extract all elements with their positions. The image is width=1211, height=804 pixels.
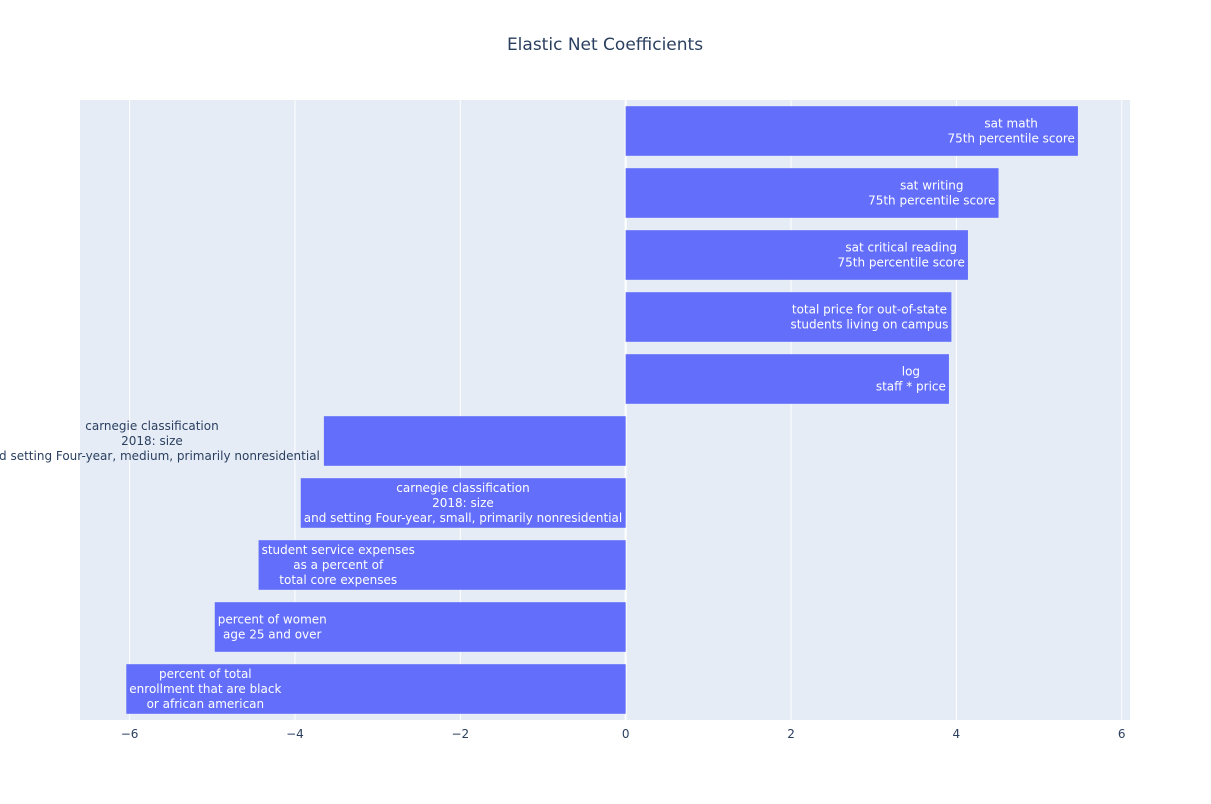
bar-label-line: 2018: size	[432, 496, 494, 510]
bar-label-line: as a percent of	[293, 558, 384, 572]
bar	[625, 292, 952, 342]
bar-label-line: enrollment that are black	[129, 682, 281, 696]
bar	[625, 168, 999, 218]
bar-label-line: percent of women	[218, 613, 327, 627]
bar-label-line: total core expenses	[279, 573, 397, 587]
x-tick-label: −6	[121, 727, 139, 741]
bar-label-line: percent of total	[159, 667, 252, 681]
chart-title: Elastic Net Coefficients	[507, 35, 703, 55]
bar-label-line: carnegie classification	[85, 419, 218, 433]
bar	[300, 478, 626, 528]
x-tick-label: 4	[953, 727, 961, 741]
bar	[126, 664, 626, 714]
x-tick-label: −2	[451, 727, 469, 741]
x-axis-ticks: −6 −4 −2 0 2 4 6	[121, 727, 1126, 741]
bar-label-line: and setting Four-year, medium, primarily…	[0, 449, 320, 463]
bar-label-line: carnegie classification	[396, 481, 529, 495]
x-tick-label: 6	[1118, 727, 1126, 741]
bar-label-line: staff * price	[876, 380, 946, 394]
bar-label-line: 2018: size	[121, 434, 183, 448]
bar-label-line: or african american	[147, 697, 265, 711]
x-tick-label: 0	[622, 727, 630, 741]
bar-label-line: sat writing	[900, 179, 963, 193]
bar-label-line: age 25 and over	[223, 628, 321, 642]
bar	[625, 230, 968, 280]
bar	[625, 106, 1078, 156]
bar-label-line: and setting Four-year, small, primarily …	[304, 511, 622, 525]
bar	[258, 540, 626, 590]
bar-label-line: 75th percentile score	[947, 132, 1074, 146]
x-tick-label: −4	[286, 727, 304, 741]
bar-label-line: student service expenses	[262, 543, 415, 557]
bar-label-line: total price for out-of-state	[792, 303, 947, 317]
bar-label-line: log	[902, 365, 920, 379]
bar-label-line: sat critical reading	[845, 241, 957, 255]
bars	[126, 106, 1078, 714]
x-tick-label: 2	[787, 727, 795, 741]
bar-label-line: students living on campus	[790, 318, 948, 332]
bar-label-line: 75th percentile score	[837, 256, 964, 270]
bar	[625, 354, 949, 404]
bar-label-line: sat math	[984, 117, 1037, 131]
bar	[323, 416, 626, 466]
bar-label-line: 75th percentile score	[868, 194, 995, 208]
bar	[214, 602, 626, 652]
